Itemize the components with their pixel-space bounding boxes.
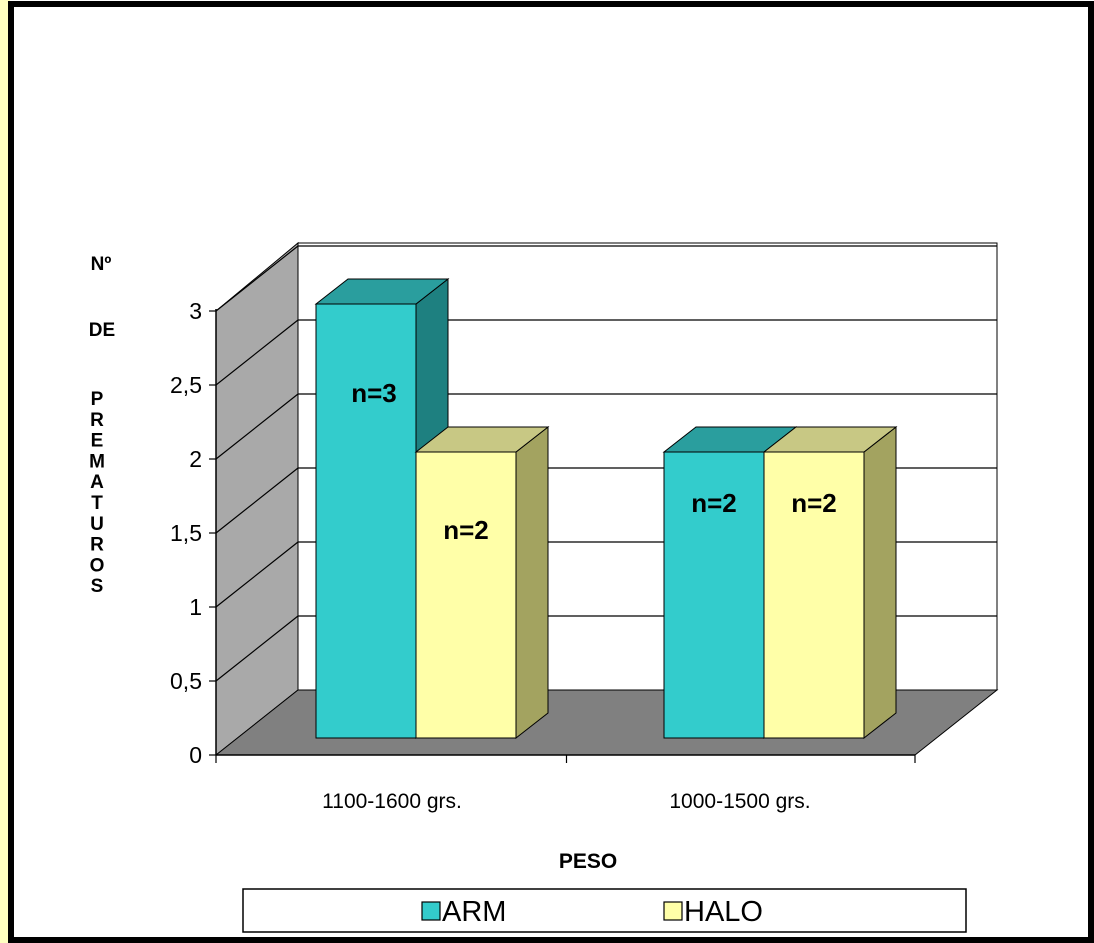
y-axis-label-letter: A xyxy=(90,472,104,493)
y-axis-label-letter: E xyxy=(91,431,104,452)
data-label: n=2 xyxy=(691,488,737,518)
gridline xyxy=(215,393,997,460)
data-label: n=2 xyxy=(791,488,837,518)
y-tick-label: 1,5 xyxy=(170,520,202,546)
y-tick-label: 3 xyxy=(189,298,202,324)
legend-box xyxy=(242,888,967,933)
y-tick-label: 0 xyxy=(189,742,202,768)
legend-label-arm: ARM xyxy=(442,896,506,928)
y-tick-label: 2 xyxy=(189,446,202,472)
y-axis-label-letter: T xyxy=(91,493,103,514)
gridline xyxy=(215,319,997,386)
bar-front xyxy=(315,303,417,739)
y-axis-label-letter: O xyxy=(90,555,105,576)
bar-side xyxy=(515,425,549,740)
legend-swatch-arm xyxy=(421,901,441,921)
side-wall xyxy=(215,241,299,757)
bar-side xyxy=(863,425,897,740)
bar-front xyxy=(763,451,865,739)
x-tick-label: 1000-1500 grs. xyxy=(669,790,810,813)
legend-swatch-halo xyxy=(663,901,683,921)
bars: n=3 n=2 n=2 n=2 xyxy=(314,277,898,740)
x-tick-label: 1100-1600 grs. xyxy=(322,790,462,813)
y-axis-label-top: Nº xyxy=(91,254,112,275)
axes: 0 0,5 1 1,5 2 2,5 3 1100-1600 grs. 1000-1500 grs… xyxy=(170,298,916,813)
y-axis-label-letter: R xyxy=(90,410,104,431)
y-axis-label-letter: S xyxy=(91,576,104,597)
y-tick-label: 1 xyxy=(189,594,202,620)
y-tick-label: 0,5 xyxy=(170,668,202,694)
y-axis-label-letter: U xyxy=(90,514,104,535)
legend: ARM HALO xyxy=(242,888,967,933)
bar-front xyxy=(663,451,765,739)
left-strip xyxy=(0,0,10,943)
x-axis-label: PESO xyxy=(559,850,617,873)
y-axis-label-letter: M xyxy=(89,451,105,472)
data-label: n=2 xyxy=(443,515,489,545)
bar-halo-2: n=2 xyxy=(762,425,898,740)
y-axis-label-letter: R xyxy=(90,535,104,556)
plot-area: n=3 n=2 n=2 n=2 0 0,5 1 1,5 2 2,5 3 1100-1600 grs.… xyxy=(170,241,999,813)
y-axis-label-letter: P xyxy=(91,389,104,410)
bar-halo-1: n=2 xyxy=(414,425,550,740)
data-label: n=3 xyxy=(351,378,397,408)
legend-label-halo: HALO xyxy=(684,896,763,928)
y-tick-label: 2,5 xyxy=(170,372,202,398)
y-axis-label-middle: DE xyxy=(89,320,115,341)
bar-front xyxy=(415,451,517,739)
gridline xyxy=(215,245,997,312)
